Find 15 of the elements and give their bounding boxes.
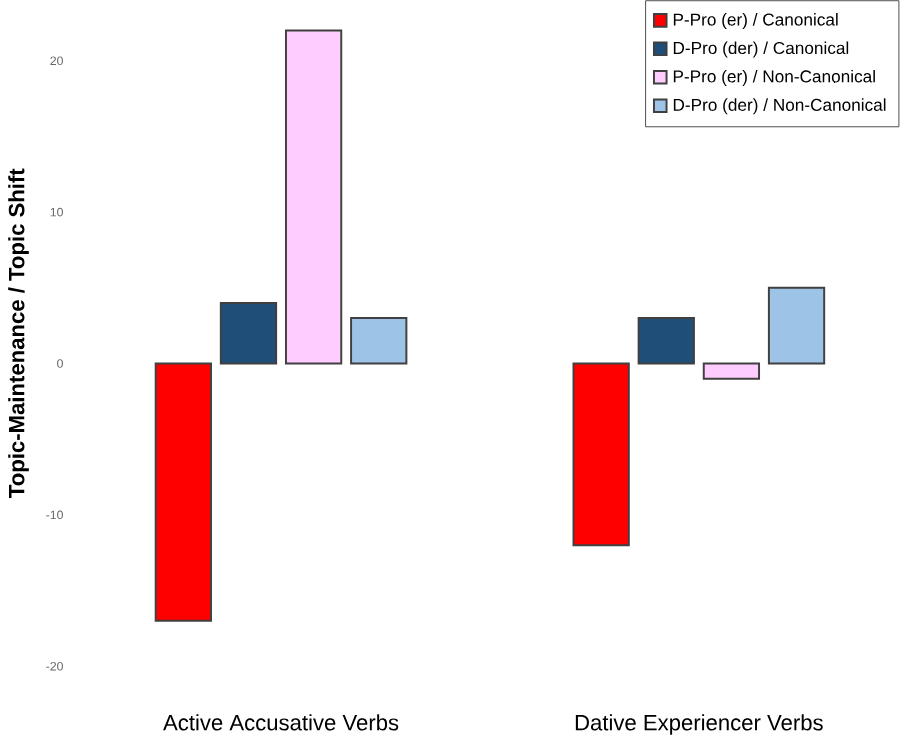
bar — [767, 287, 826, 365]
legend-label: P-Pro (er) / Canonical — [673, 13, 838, 30]
bar — [284, 29, 343, 365]
legend-label: D-Pro (der) / Canonical — [673, 41, 849, 58]
y-axis-title: Topic-Maintenance / Topic Shift — [8, 169, 29, 499]
bar — [637, 317, 695, 365]
bar — [702, 362, 761, 381]
x-tick-label: Dative Experiencer Verbs — [575, 714, 823, 736]
bar — [572, 362, 630, 547]
bar — [219, 302, 278, 365]
legend-label: P-Pro (er) / Non-Canonical — [673, 70, 875, 87]
bar — [350, 317, 408, 365]
bar — [154, 362, 212, 623]
x-tick-label: Active Accusative Verbs — [163, 714, 399, 731]
legend-label: D-Pro (der) / Non-Canonical — [673, 98, 886, 115]
